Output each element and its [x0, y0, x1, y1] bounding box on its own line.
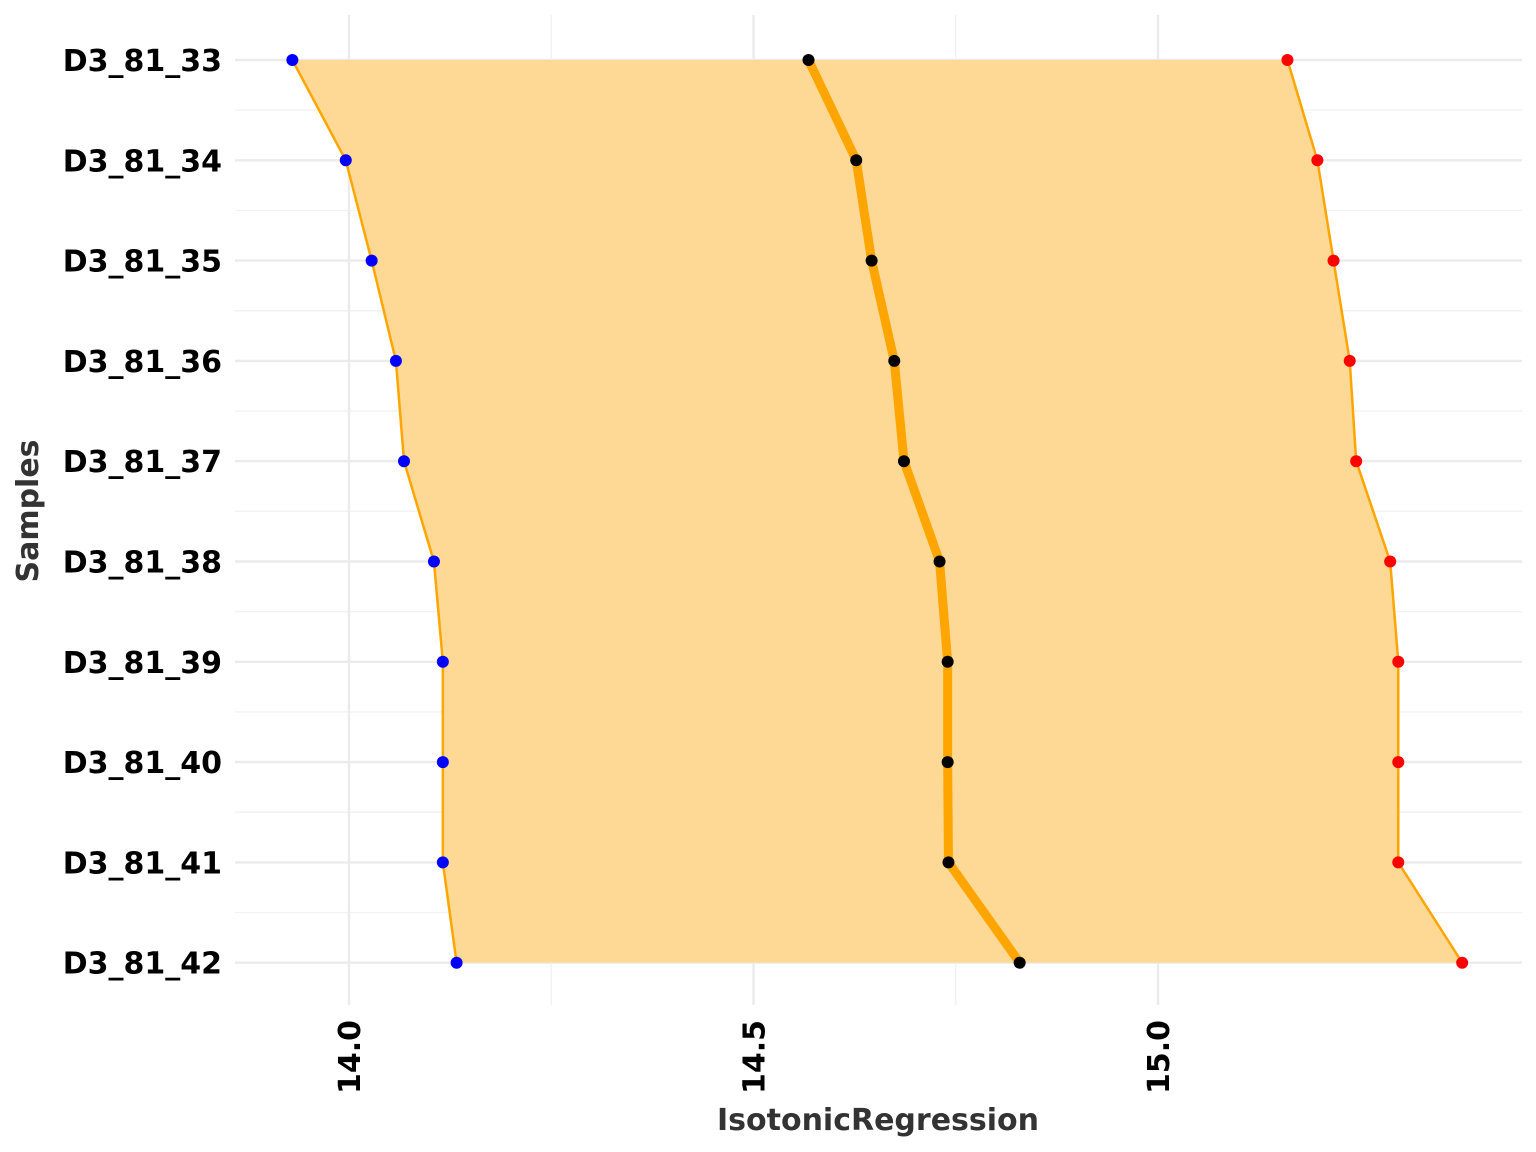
y-tick-label: D3_81_36 — [63, 345, 222, 380]
upper-bound-line — [1286, 58, 1464, 964]
lower-bound-line — [291, 58, 458, 964]
y-tick-label: D3_81_38 — [63, 546, 222, 581]
upper-point — [1343, 354, 1356, 367]
y-tick-label: D3_81_33 — [63, 44, 222, 79]
center-point — [897, 455, 910, 468]
upper-point — [1392, 856, 1405, 869]
lower-point — [436, 756, 449, 769]
lower-point — [365, 254, 378, 267]
lower-point — [436, 856, 449, 869]
lower-point — [389, 354, 402, 367]
y-tick-label: D3_81_34 — [63, 144, 222, 179]
x-tick-label: 15.0 — [1142, 1020, 1177, 1094]
x-axis-title: IsotonicRegression — [717, 1103, 1039, 1138]
upper-point — [1392, 655, 1405, 668]
upper-point — [1384, 555, 1397, 568]
x-tick-label: 14.5 — [738, 1020, 773, 1094]
y-tick-label: D3_81_42 — [63, 947, 222, 982]
y-tick-label: D3_81_37 — [63, 445, 222, 480]
lower-point — [398, 455, 411, 468]
x-tick-label: 14.0 — [333, 1020, 368, 1094]
x-axis-ticks: 14.0 14.5 15.0 — [333, 1020, 1177, 1094]
upper-point — [1456, 956, 1469, 969]
series-lines — [291, 55, 1464, 968]
lower-point — [286, 54, 299, 66]
lower-point — [427, 555, 440, 568]
lower-point — [436, 655, 449, 668]
center-point — [942, 856, 955, 869]
y-tick-label: D3_81_41 — [63, 846, 222, 881]
data-points — [286, 54, 1469, 969]
band-fill — [292, 60, 1463, 963]
y-tick-label: D3_81_39 — [63, 646, 222, 681]
center-point — [888, 354, 901, 367]
center-point — [941, 655, 954, 668]
y-tick-label: D3_81_35 — [63, 245, 222, 280]
upper-point — [1281, 54, 1294, 66]
center-point — [1013, 956, 1026, 969]
y-axis-ticks: D3_81_33 D3_81_34 D3_81_35 D3_81_36 D3_81_37… — [63, 44, 222, 982]
upper-point — [1327, 254, 1340, 267]
upper-point — [1350, 455, 1363, 468]
center-point — [850, 154, 863, 167]
upper-point — [1392, 756, 1405, 769]
center-point — [941, 756, 954, 769]
upper-point — [1311, 154, 1324, 167]
range-band — [292, 60, 1463, 963]
center-point — [865, 254, 878, 267]
center-line — [804, 55, 1025, 968]
y-tick-label: D3_81_40 — [63, 746, 222, 781]
center-point — [933, 555, 946, 568]
y-axis-title: Samples — [11, 439, 46, 582]
lower-point — [339, 154, 352, 167]
lower-point — [450, 956, 463, 969]
center-point — [802, 54, 815, 66]
